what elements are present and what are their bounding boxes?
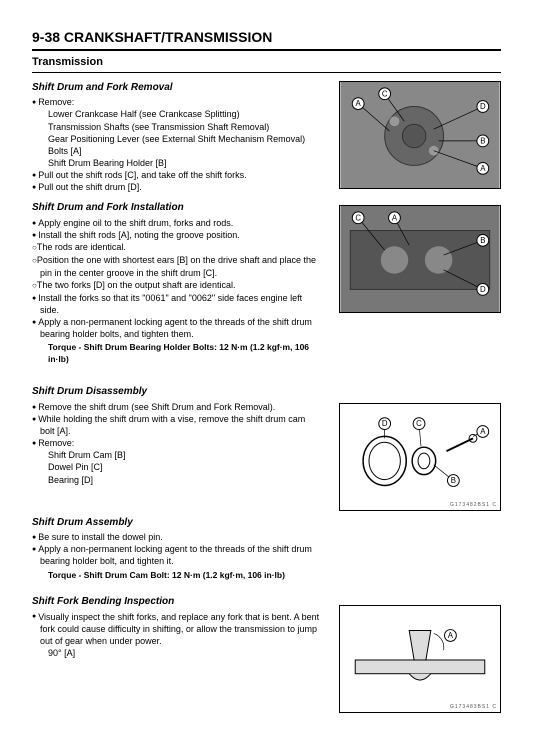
s2-c3: The two forks [D] on the output shaft ar… (32, 279, 322, 292)
s3-i2: Dowel Pin [C] (32, 461, 322, 473)
s1-i5: Shift Drum Bearing Holder [B] (32, 157, 322, 169)
svg-text:B: B (451, 476, 456, 485)
svg-text:D: D (480, 285, 486, 294)
figure-2: C A B D (339, 205, 501, 313)
svg-text:A: A (480, 427, 486, 436)
s1-i3: Gear Positioning Lever (see External Shi… (32, 133, 322, 145)
s1-title: Shift Drum and Fork Removal (32, 81, 322, 95)
s1-i1: Lower Crankcase Half (see Crankcase Spli… (32, 108, 322, 120)
s2-c2: Position the one with shortest ears [B] … (32, 254, 322, 279)
svg-text:D: D (480, 102, 486, 111)
figure-1: A C D B A (339, 81, 501, 189)
svg-text:A: A (448, 631, 454, 640)
figure-3: D C A B G173482BS1 C (339, 403, 501, 511)
svg-text:C: C (355, 213, 361, 222)
figure-3-label: G173482BS1 C (450, 502, 497, 509)
svg-text:B: B (480, 236, 485, 245)
text-column: Shift Drum and Fork Removal Remove: Lowe… (32, 81, 322, 659)
s2-c1: The rods are identical. (32, 241, 322, 254)
svg-text:D: D (382, 419, 388, 428)
s3-i1: Shift Drum Cam [B] (32, 449, 322, 461)
content: A C D B A C A B D (32, 81, 501, 659)
s1-b3: Pull out the shift drum [D]. (32, 181, 322, 193)
s5-b1: Visually inspect the shift forks, and re… (32, 611, 322, 647)
s2-b2: Install the shift rods [A], noting the g… (32, 229, 322, 241)
s4-torque: Torque - Shift Drum Cam Bolt: 12 N·m (1.… (32, 570, 322, 581)
svg-text:A: A (480, 164, 486, 173)
s3-b2: While holding the shift drum with a vise… (32, 413, 322, 437)
s2-b3: Install the forks so that its "0061" and… (32, 292, 322, 316)
s4-b2: Apply a non-permanent locking agent to t… (32, 543, 322, 567)
s3-i3: Bearing [D] (32, 474, 322, 486)
chapter-title: CRANKSHAFT/TRANSMISSION (64, 29, 272, 45)
s2-torque: Torque - Shift Drum Bearing Holder Bolts… (32, 342, 322, 365)
s3-title: Shift Drum Disassembly (32, 385, 322, 399)
figure-4: A G173483BS1 C (339, 605, 501, 713)
s1-b2: Pull out the shift rods [C], and take of… (32, 169, 322, 181)
s4-b1: Be sure to install the dowel pin. (32, 531, 322, 543)
s3-b1: Remove the shift drum (see Shift Drum an… (32, 401, 322, 413)
s2-b1: Apply engine oil to the shift drum, fork… (32, 217, 322, 229)
page-number: 9-38 (32, 29, 60, 45)
s5-i1: 90° [A] (32, 647, 322, 659)
s3-b3: Remove: (32, 437, 322, 449)
svg-text:A: A (392, 213, 398, 222)
s1-i4: Bolts [A] (32, 145, 322, 157)
figure-4-label: G173483BS1 C (450, 704, 497, 711)
s2-title: Shift Drum and Fork Installation (32, 201, 322, 215)
s2-b4: Apply a non-permanent locking agent to t… (32, 316, 322, 340)
s5-title: Shift Fork Bending Inspection (32, 595, 322, 609)
svg-text:B: B (480, 136, 485, 145)
page-header: 9-38 CRANKSHAFT/TRANSMISSION (32, 28, 501, 51)
svg-text:A: A (356, 99, 362, 108)
section-header: Transmission (32, 55, 501, 73)
svg-text:C: C (382, 89, 388, 98)
s4-title: Shift Drum Assembly (32, 516, 322, 530)
s1-b1: Remove: (32, 96, 322, 108)
s1-i2: Transmission Shafts (see Transmission Sh… (32, 121, 322, 133)
svg-text:C: C (416, 419, 422, 428)
